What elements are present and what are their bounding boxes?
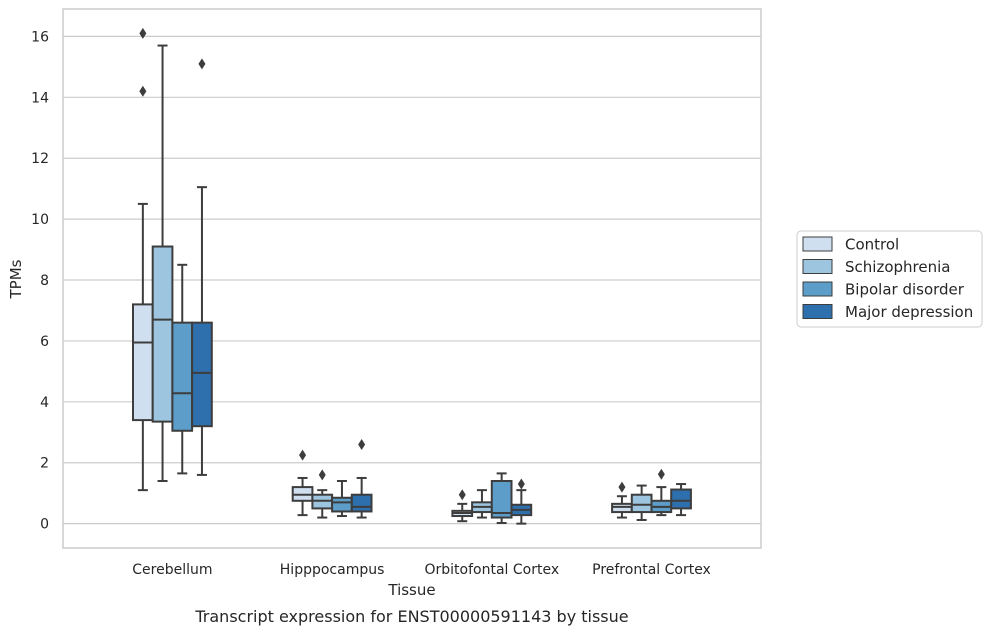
x-tick-label: Orbitofontal Cortex [424, 562, 559, 578]
box-iqr [611, 502, 633, 514]
box-iqr [331, 496, 353, 513]
box-iqr [630, 493, 653, 514]
x-axis-label: Tissue [387, 581, 435, 599]
legend-label: Bipolar disorder [845, 281, 965, 299]
legend: Control Schizophrenia Bipolar disorder Majo… [796, 230, 983, 328]
boxplot [630, 484, 653, 521]
outlier-point [458, 489, 466, 501]
y-tick-label: 14 [31, 90, 49, 106]
boxplot [291, 449, 314, 517]
y-tick-label: 2 [40, 456, 49, 472]
y-tick-label: 6 [40, 334, 49, 350]
box-iqr [490, 480, 513, 519]
legend-swatch [802, 236, 833, 252]
outlier-point [358, 438, 366, 450]
box-iqr [191, 321, 213, 428]
box-iqr [171, 321, 194, 432]
outlier-point [318, 469, 326, 481]
boxplot [311, 469, 334, 519]
outlier-point [139, 27, 147, 39]
y-tick-label: 12 [31, 151, 49, 167]
boxes [132, 27, 692, 525]
boxplot [670, 483, 692, 517]
plot-frame [62, 8, 762, 549]
y-tick-label: 0 [40, 517, 49, 533]
boxplot [132, 27, 154, 492]
outlier-point [139, 85, 147, 97]
boxplot [331, 480, 353, 518]
y-axis-label: TPMs [7, 259, 25, 299]
outlier-point [517, 478, 525, 490]
x-tick-label: Hipppocampus [280, 562, 385, 578]
boxplot [650, 468, 673, 517]
legend-label: Control [845, 236, 899, 254]
boxplot [611, 481, 633, 519]
legend-swatch [802, 259, 833, 274]
chart-caption: Transcript expression for ENST0000059114… [194, 607, 628, 626]
boxplot [451, 489, 474, 523]
y-tick-label: 16 [31, 29, 49, 45]
box-iqr [350, 493, 373, 513]
outlier-point [657, 468, 665, 480]
boxplot [171, 263, 194, 475]
y-tick-label: 4 [40, 395, 49, 411]
outlier-point [198, 58, 206, 70]
legend-label: Major depression [845, 303, 973, 321]
x-tick-label: Cerebellum [132, 562, 212, 578]
boxplot [151, 44, 174, 483]
legend-label: Schizophrenia [845, 258, 950, 276]
legend-swatch [802, 304, 833, 319]
outlier-point [299, 449, 307, 461]
boxplot [350, 438, 373, 519]
boxplot [510, 478, 533, 525]
y-tick-label: 8 [40, 273, 49, 289]
box-iqr [151, 245, 174, 423]
tick-labels: 0 2 4 6 8 10 12 14 16 Cerebellum Hipppocampus Orbit… [31, 29, 711, 578]
y-tick-label: 10 [31, 212, 49, 228]
boxplot [471, 489, 493, 519]
x-tick-label: Prefrontal Cortex [592, 562, 711, 578]
outlier-point [618, 481, 626, 493]
legend-swatch [802, 281, 833, 297]
box-iqr [670, 488, 692, 510]
box-iqr [132, 303, 154, 422]
boxplot [191, 58, 213, 476]
boxplot [490, 472, 513, 525]
legend-frame [796, 230, 983, 328]
